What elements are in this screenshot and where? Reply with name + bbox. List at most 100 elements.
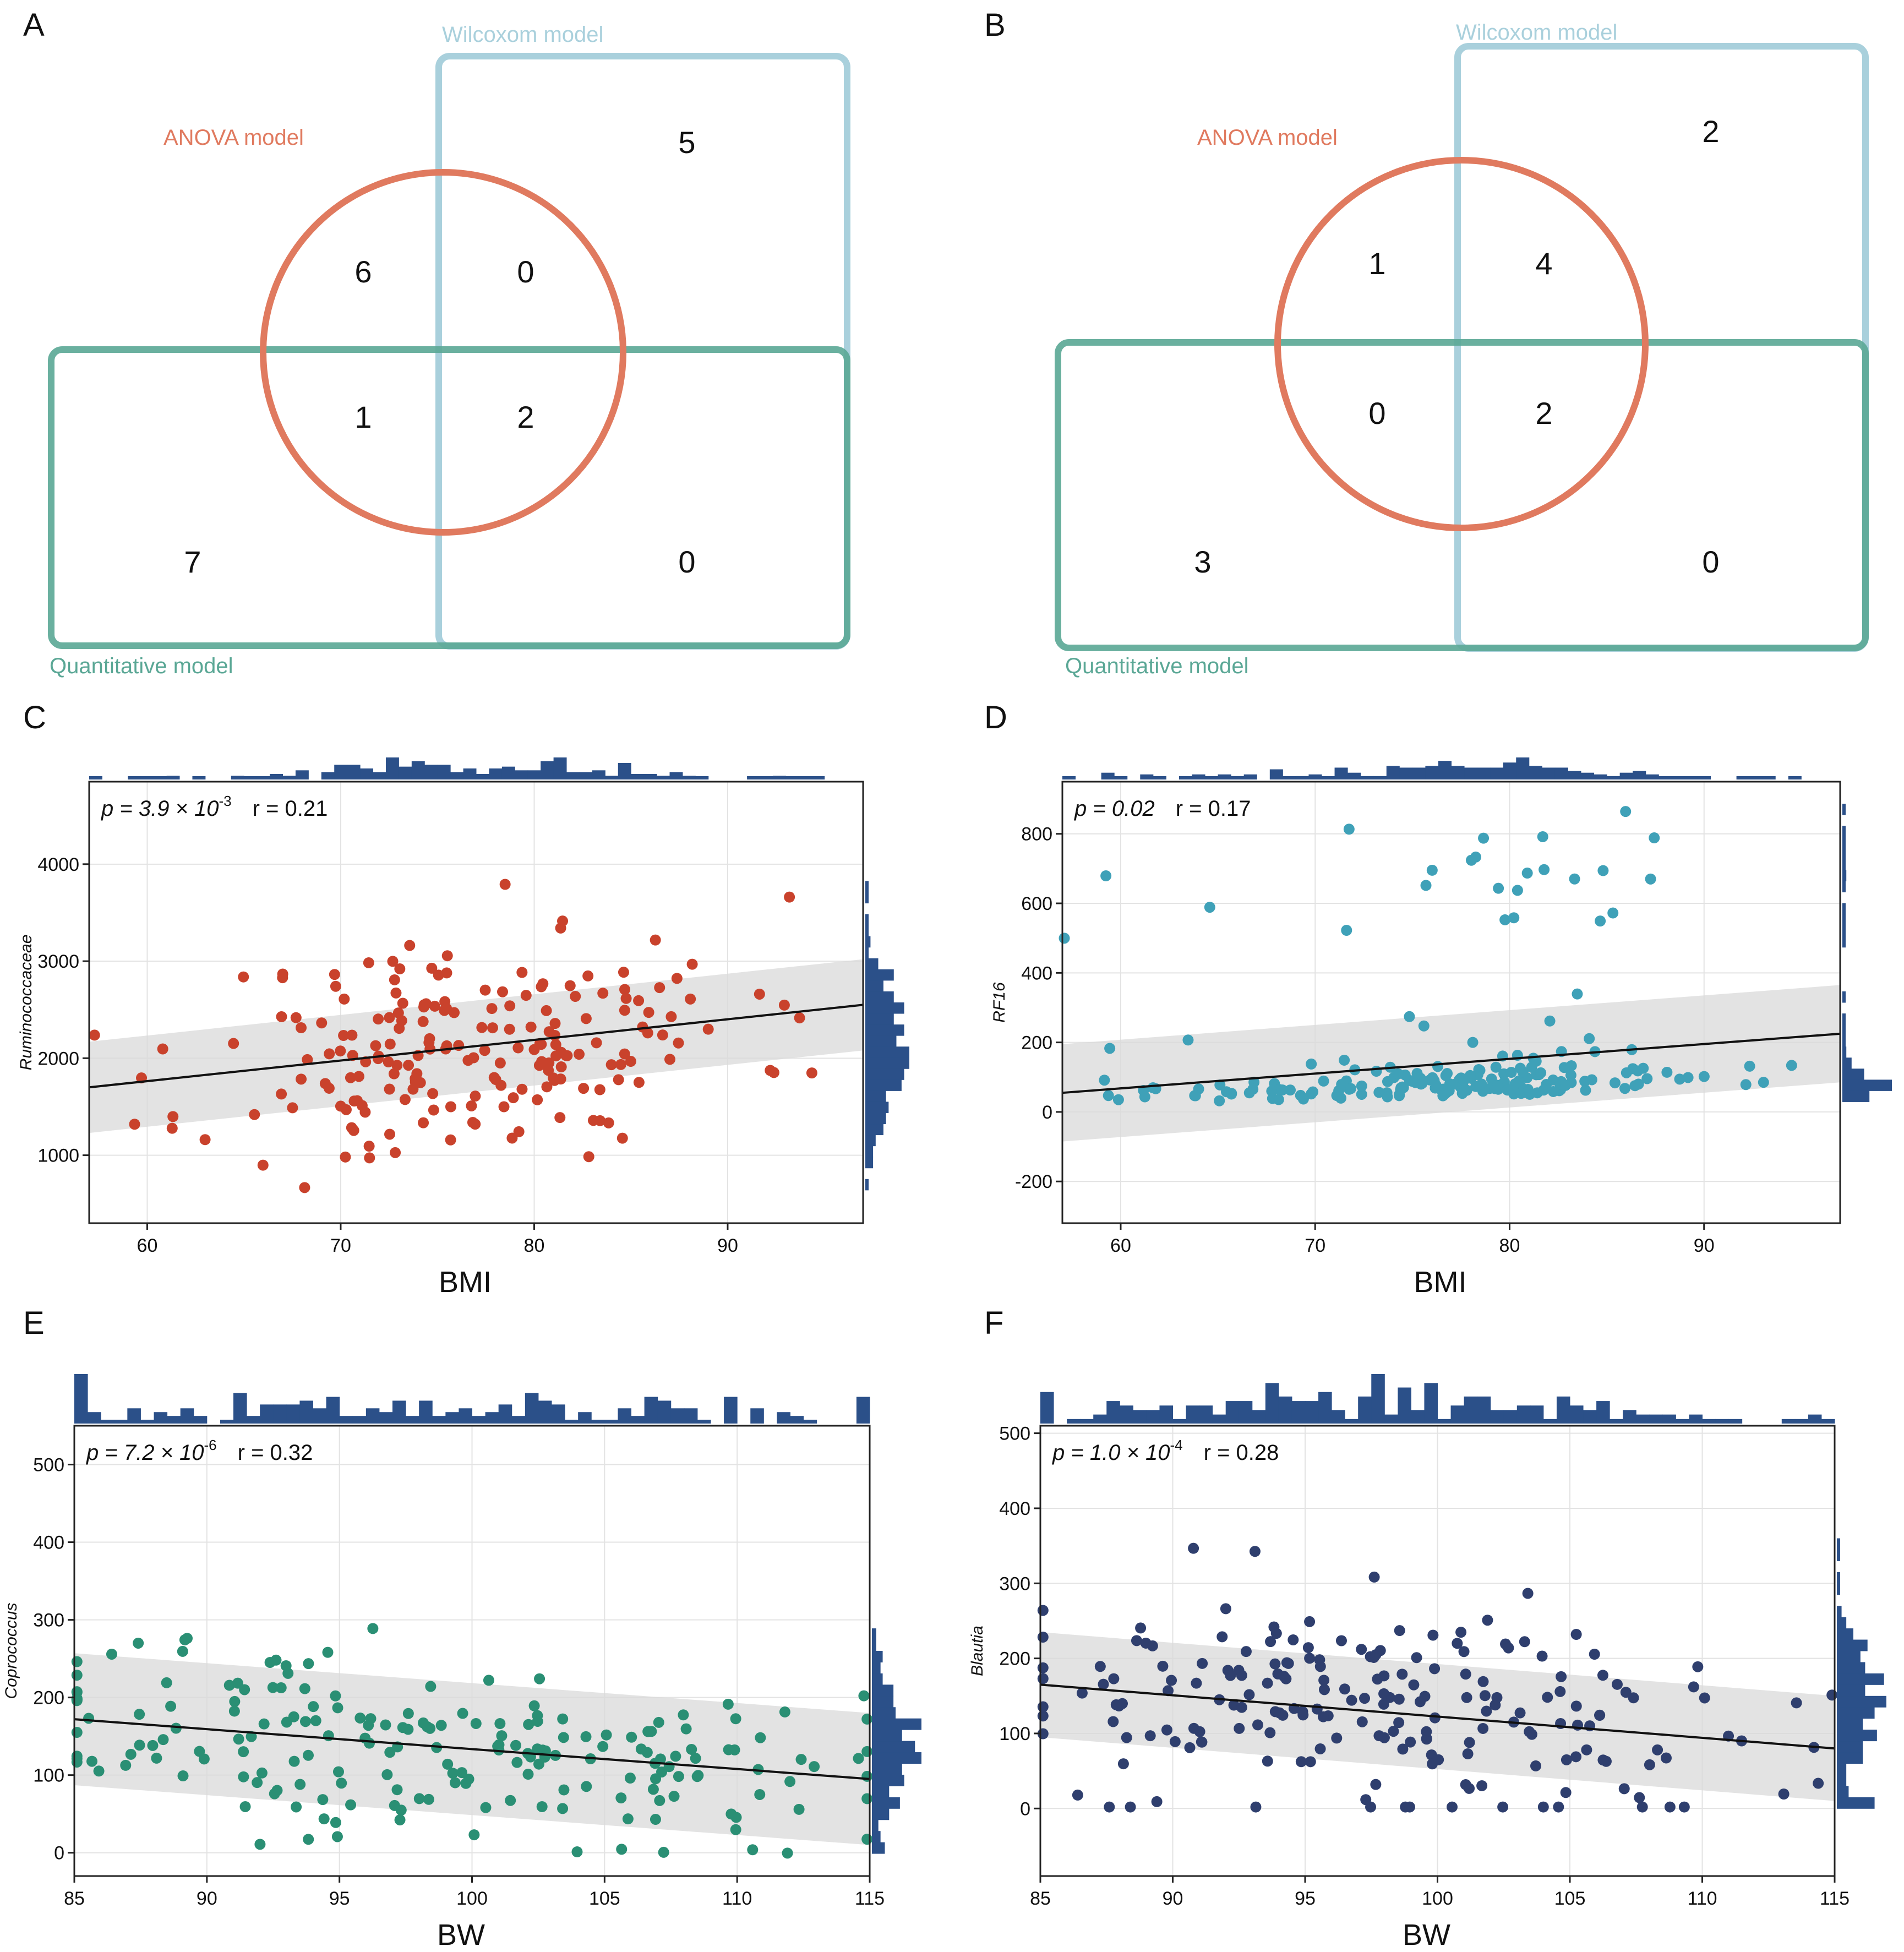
data-point bbox=[134, 1709, 145, 1720]
data-point bbox=[1537, 1801, 1549, 1813]
y-axis-c: 1000 2000 3000 4000 bbox=[37, 854, 89, 1166]
data-point bbox=[784, 1776, 796, 1787]
data-point bbox=[504, 1000, 516, 1012]
points-e bbox=[71, 1623, 873, 1859]
hist-bar bbox=[865, 925, 869, 937]
hist-bar bbox=[140, 1420, 154, 1424]
data-point bbox=[1530, 1760, 1541, 1771]
data-point bbox=[1561, 1754, 1572, 1765]
data-point bbox=[339, 993, 350, 1005]
hist-bar bbox=[1503, 762, 1516, 779]
data-point bbox=[1470, 1081, 1482, 1092]
data-point bbox=[1569, 873, 1580, 885]
data-point bbox=[280, 1660, 292, 1671]
data-point bbox=[622, 1813, 634, 1825]
x-tick-label: 110 bbox=[1687, 1888, 1717, 1909]
data-point bbox=[615, 1059, 626, 1070]
data-point bbox=[625, 1056, 636, 1067]
data-point bbox=[494, 1718, 506, 1730]
hist-bar bbox=[1308, 774, 1322, 779]
venn-b-count-quant-only: 3 bbox=[1194, 544, 1211, 579]
y-tick-label: 3000 bbox=[37, 951, 79, 972]
hist-bar bbox=[472, 1416, 486, 1424]
data-point bbox=[1297, 1093, 1309, 1105]
hist-bar bbox=[1464, 1396, 1478, 1424]
hist-bar bbox=[1837, 1549, 1840, 1561]
hist-bar bbox=[1412, 767, 1426, 779]
data-point bbox=[650, 1814, 661, 1825]
data-point bbox=[511, 1757, 523, 1768]
hist-bar bbox=[865, 1079, 902, 1091]
data-point bbox=[508, 1092, 519, 1104]
hist-bar bbox=[1837, 1774, 1847, 1786]
data-point bbox=[779, 1706, 790, 1717]
y-tick-label: 400 bbox=[1021, 963, 1052, 984]
venn-a-count-anova-only: 6 bbox=[354, 254, 372, 289]
hist-bar bbox=[1490, 767, 1504, 779]
hist-bar bbox=[1842, 903, 1846, 915]
data-point bbox=[1514, 1707, 1526, 1719]
hist-bar bbox=[865, 980, 883, 992]
hist-bar bbox=[1529, 766, 1542, 779]
histogram-right-c bbox=[865, 881, 909, 1191]
x-axis-title-d: BMI bbox=[1414, 1266, 1466, 1294]
data-point bbox=[1339, 1683, 1350, 1695]
data-point bbox=[353, 1071, 364, 1082]
plot-frame-c bbox=[88, 781, 864, 1224]
data-point bbox=[296, 1022, 307, 1033]
hist-bar bbox=[1291, 1401, 1306, 1424]
data-point bbox=[470, 1717, 482, 1729]
data-point bbox=[134, 1740, 145, 1751]
hist-bar bbox=[334, 765, 348, 779]
data-point bbox=[702, 1023, 714, 1035]
data-point bbox=[427, 1088, 439, 1099]
data-point bbox=[1452, 1638, 1463, 1649]
hist-bar bbox=[1386, 766, 1400, 779]
data-point bbox=[330, 1690, 341, 1702]
data-point bbox=[1335, 1635, 1347, 1646]
data-point bbox=[1278, 1671, 1290, 1682]
data-point bbox=[1099, 1075, 1110, 1086]
data-point bbox=[418, 999, 430, 1011]
hist-bar bbox=[1399, 767, 1413, 779]
hist-bar bbox=[1543, 1419, 1557, 1424]
x-tick-label: 100 bbox=[1422, 1888, 1453, 1909]
data-point bbox=[1607, 907, 1619, 919]
data-point bbox=[1502, 1084, 1513, 1096]
data-point bbox=[1482, 1615, 1493, 1626]
data-point bbox=[665, 1011, 677, 1022]
data-point bbox=[470, 1090, 481, 1102]
hist-bar bbox=[695, 776, 709, 779]
data-point bbox=[1304, 1653, 1316, 1664]
data-point bbox=[1285, 1084, 1296, 1096]
hist-bar bbox=[724, 1397, 738, 1424]
data-point bbox=[1570, 1628, 1582, 1640]
data-point bbox=[310, 1715, 321, 1726]
data-point bbox=[583, 1151, 594, 1163]
data-point bbox=[1609, 1077, 1621, 1089]
hist-bar bbox=[872, 1741, 915, 1753]
data-point bbox=[1314, 1661, 1326, 1672]
data-point bbox=[167, 1111, 179, 1122]
data-point bbox=[754, 1789, 766, 1800]
data-point bbox=[1644, 1759, 1655, 1770]
data-point bbox=[1370, 1779, 1382, 1790]
data-point bbox=[245, 1731, 257, 1742]
data-point bbox=[1477, 1676, 1489, 1687]
data-point bbox=[1579, 1076, 1591, 1087]
hist-bar bbox=[1153, 776, 1166, 779]
hist-bar bbox=[1684, 776, 1698, 779]
data-point bbox=[466, 1100, 477, 1111]
data-point bbox=[619, 1048, 630, 1060]
data-point bbox=[1037, 1631, 1049, 1643]
data-point bbox=[1620, 1687, 1632, 1698]
data-point bbox=[680, 1723, 692, 1735]
y-tick-label: 500 bbox=[999, 1424, 1030, 1444]
hist-bar bbox=[865, 1090, 886, 1102]
y-tick-label: 200 bbox=[33, 1688, 64, 1709]
data-point bbox=[635, 1743, 647, 1755]
x-axis-title-c: BMI bbox=[439, 1266, 492, 1294]
r-value-text: r = 0.21 bbox=[253, 797, 328, 821]
regression-line-d bbox=[1062, 1032, 1841, 1094]
data-point bbox=[340, 1151, 351, 1163]
